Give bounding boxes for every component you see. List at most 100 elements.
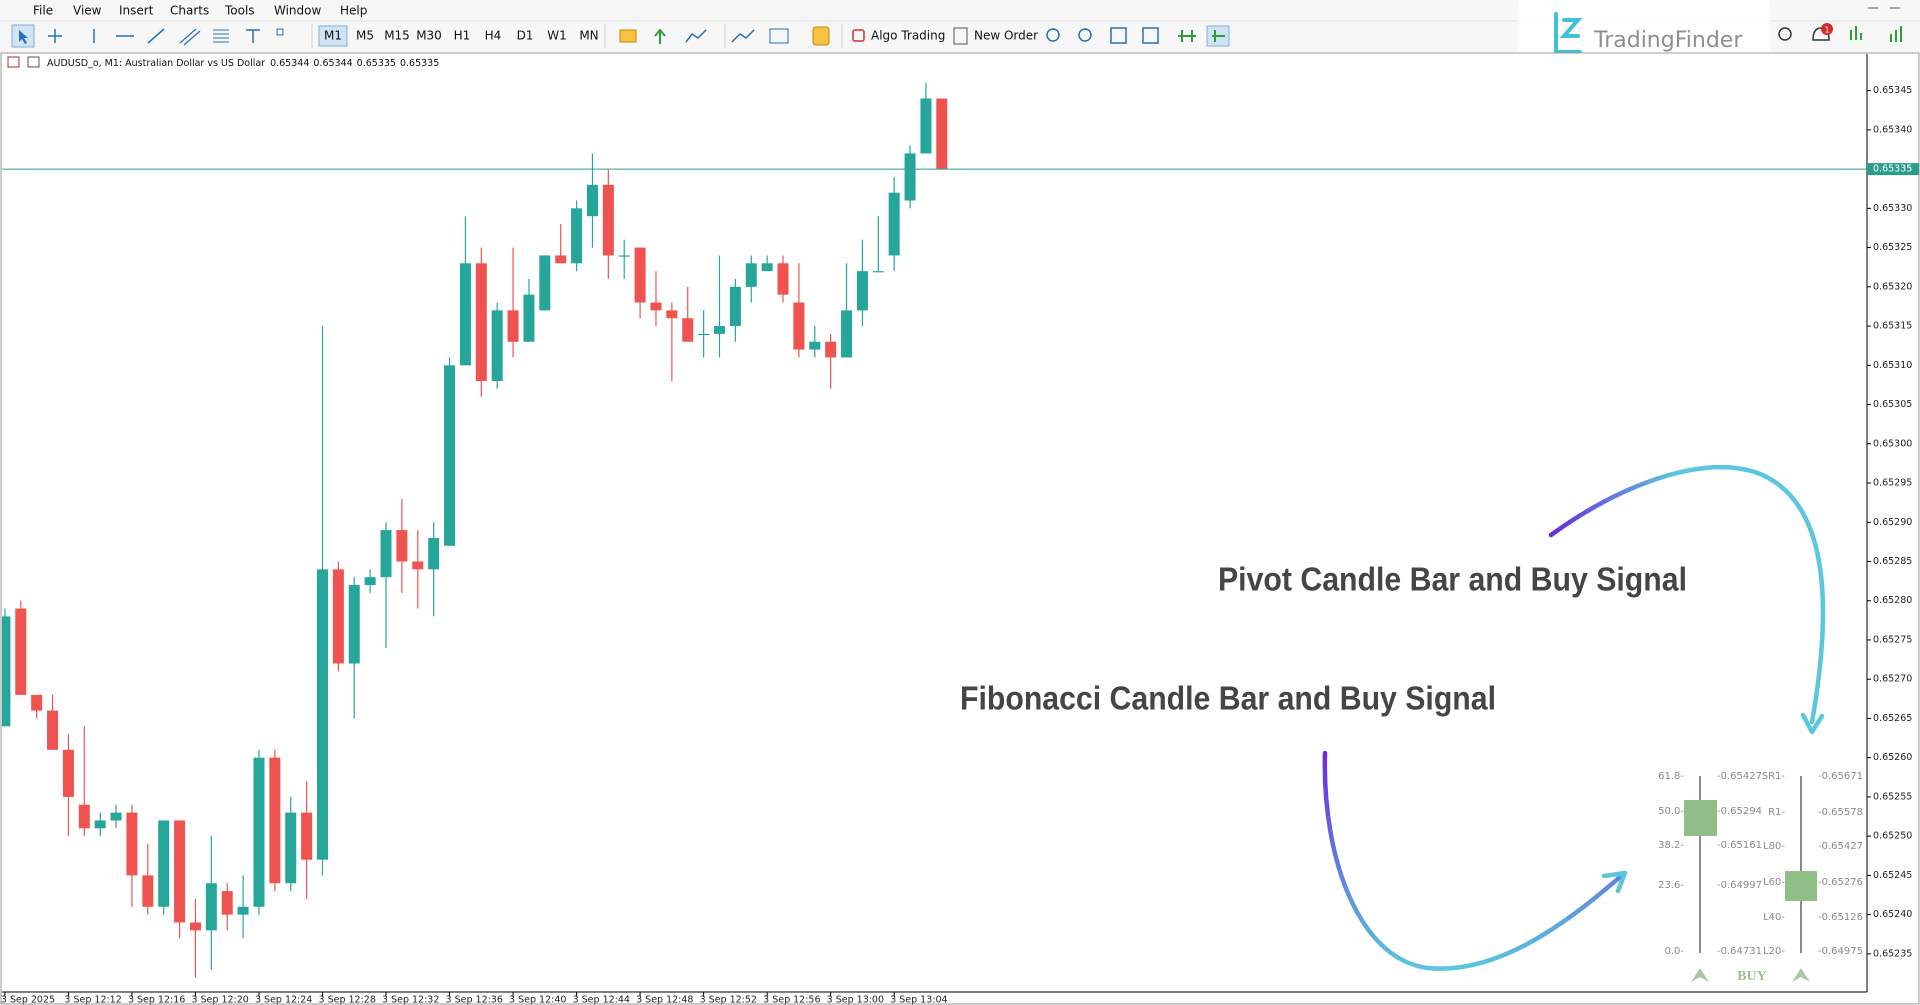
- candle-body: [936, 98, 948, 170]
- fib-level: 23.6-: [1658, 880, 1684, 891]
- x-tick-label: 3 Sep 12:16: [128, 995, 185, 1005]
- ohlc-high: 0.65344: [313, 58, 352, 69]
- zoom-in[interactable]: [1046, 28, 1060, 42]
- new-order-icon[interactable]: [953, 27, 968, 45]
- autoscroll-icon[interactable]: [1178, 30, 1196, 42]
- fib-price: -0.65161: [1717, 840, 1762, 851]
- x-tick-label: 3 Sep 12:44: [573, 995, 630, 1005]
- buy-arrow: [1691, 968, 1709, 982]
- menu-item[interactable]: Help: [340, 4, 367, 18]
- layout-icon[interactable]: [1142, 27, 1159, 44]
- chart-type-icon[interactable]: [731, 29, 755, 43]
- timeframe-button[interactable]: D1: [517, 29, 534, 43]
- x-tick-label: 3 Sep 12:24: [255, 995, 312, 1005]
- market-icon[interactable]: [812, 26, 830, 46]
- logo-mark: [1554, 12, 1583, 54]
- menu-item[interactable]: Charts: [170, 4, 209, 18]
- candle-body: [904, 153, 916, 201]
- pivot-price: -0.65427: [1818, 841, 1863, 852]
- fibo-icon[interactable]: [213, 29, 229, 43]
- candle-body: [634, 247, 646, 303]
- menu-item[interactable]: Tools: [224, 4, 255, 18]
- fib-price: -0.65427: [1717, 771, 1762, 782]
- candle-body: [539, 255, 551, 311]
- indicators-icon[interactable]: [654, 28, 666, 44]
- menu-item[interactable]: Insert: [119, 4, 154, 18]
- level-icon[interactable]: [1850, 26, 1862, 40]
- candle-body: [2, 616, 11, 727]
- candle-body: [555, 255, 567, 264]
- candle-body: [301, 812, 313, 860]
- signal-icon[interactable]: [1890, 26, 1902, 42]
- candle-body: [62, 749, 74, 797]
- candle-body: [618, 255, 630, 257]
- chart-header: AUDUSD_o, M1: Australian Dollar vs US Do…: [47, 58, 439, 69]
- toolbar: M1 M5 M15 M30 H1 H4 D1 W1 MN Algo Trading New Orde…: [11, 24, 1230, 48]
- candle-body: [285, 812, 297, 884]
- x-tick-label: 3 Sep 12:32: [382, 995, 439, 1005]
- pivot-price: -0.65578: [1818, 807, 1863, 818]
- pivot-price: -0.65126: [1818, 912, 1863, 923]
- timeframe-button[interactable]: MN: [579, 29, 598, 43]
- crosshair-icon[interactable]: [48, 29, 62, 43]
- templates-icon[interactable]: [769, 28, 789, 44]
- new-order-button[interactable]: New Order: [974, 29, 1038, 43]
- pivot-price: -0.65671: [1818, 771, 1863, 782]
- candle-body: [126, 812, 138, 876]
- pivot-arrow: [1548, 464, 1826, 725]
- x-tick-label: 3 Sep 12:48: [636, 995, 693, 1005]
- candle-body: [237, 906, 249, 915]
- menu-item[interactable]: File: [33, 4, 53, 18]
- candle-body: [428, 537, 440, 570]
- tile-icon[interactable]: [1110, 27, 1127, 44]
- fib-level: 50.0-: [1658, 806, 1684, 817]
- timeframe-button[interactable]: M5: [356, 29, 374, 43]
- ohlc-close: 0.65335: [400, 58, 439, 69]
- algo-trading-button[interactable]: Algo Trading: [871, 29, 945, 43]
- buy-arrow: [1792, 968, 1810, 982]
- cursor-icon: [19, 30, 28, 44]
- candle-body: [253, 757, 265, 907]
- timeframe-button[interactable]: H1: [454, 29, 471, 43]
- search-icon[interactable]: [1778, 27, 1792, 41]
- menu-item[interactable]: View: [73, 4, 102, 18]
- text-icon[interactable]: [246, 29, 260, 43]
- menu-item[interactable]: Window: [274, 4, 322, 18]
- timeframe-button[interactable]: M15: [384, 29, 410, 43]
- candle-body: [491, 310, 503, 381]
- bell-icon[interactable]: [1812, 27, 1830, 41]
- channel-icon[interactable]: [179, 28, 201, 46]
- profiles-icon[interactable]: [619, 29, 637, 43]
- fib-price: -0.64997: [1717, 880, 1762, 891]
- y-tick-label: 0.65260: [1873, 752, 1912, 763]
- zoom-out[interactable]: [1078, 28, 1092, 42]
- candle-body: [761, 263, 773, 272]
- chart-icon: [27, 56, 40, 68]
- shapes-icon[interactable]: [276, 28, 284, 36]
- top-right-icons: 1: [1778, 7, 1902, 42]
- algo-trading-icon[interactable]: [852, 29, 865, 42]
- timeframe-button[interactable]: M30: [416, 29, 442, 43]
- timeframe-button[interactable]: H4: [485, 29, 502, 43]
- y-tick-label: 0.65295: [1873, 478, 1912, 489]
- candle-body: [523, 294, 535, 342]
- y-tick-label: 0.65270: [1873, 674, 1912, 685]
- timeframe-button[interactable]: W1: [547, 29, 567, 43]
- x-tick-label: 3 Sep 12:52: [700, 995, 757, 1005]
- timeframe-button[interactable]: M1: [324, 29, 342, 43]
- y-tick-label: 0.65290: [1873, 517, 1912, 528]
- current-price-box: [1867, 163, 1919, 176]
- x-tick-label: 3 Sep 13:00: [827, 995, 884, 1005]
- axes: 0.65235 0.65240 0.65245 0.65250 0.65255 0.652…: [1, 85, 1919, 1005]
- experts-icon[interactable]: [685, 29, 707, 43]
- candle-body: [348, 585, 360, 664]
- candle-body: [412, 561, 424, 570]
- y-tick-label: 0.65330: [1873, 203, 1912, 214]
- candle-body: [745, 263, 757, 287]
- candle-body: [586, 184, 598, 217]
- x-tick-label: 3 Sep 12:12: [64, 995, 121, 1005]
- candle-body: [31, 694, 43, 711]
- chart-title: AUDUSD_o, M1: Australian Dollar vs US Do…: [47, 58, 265, 69]
- trendline-icon[interactable]: [147, 28, 165, 44]
